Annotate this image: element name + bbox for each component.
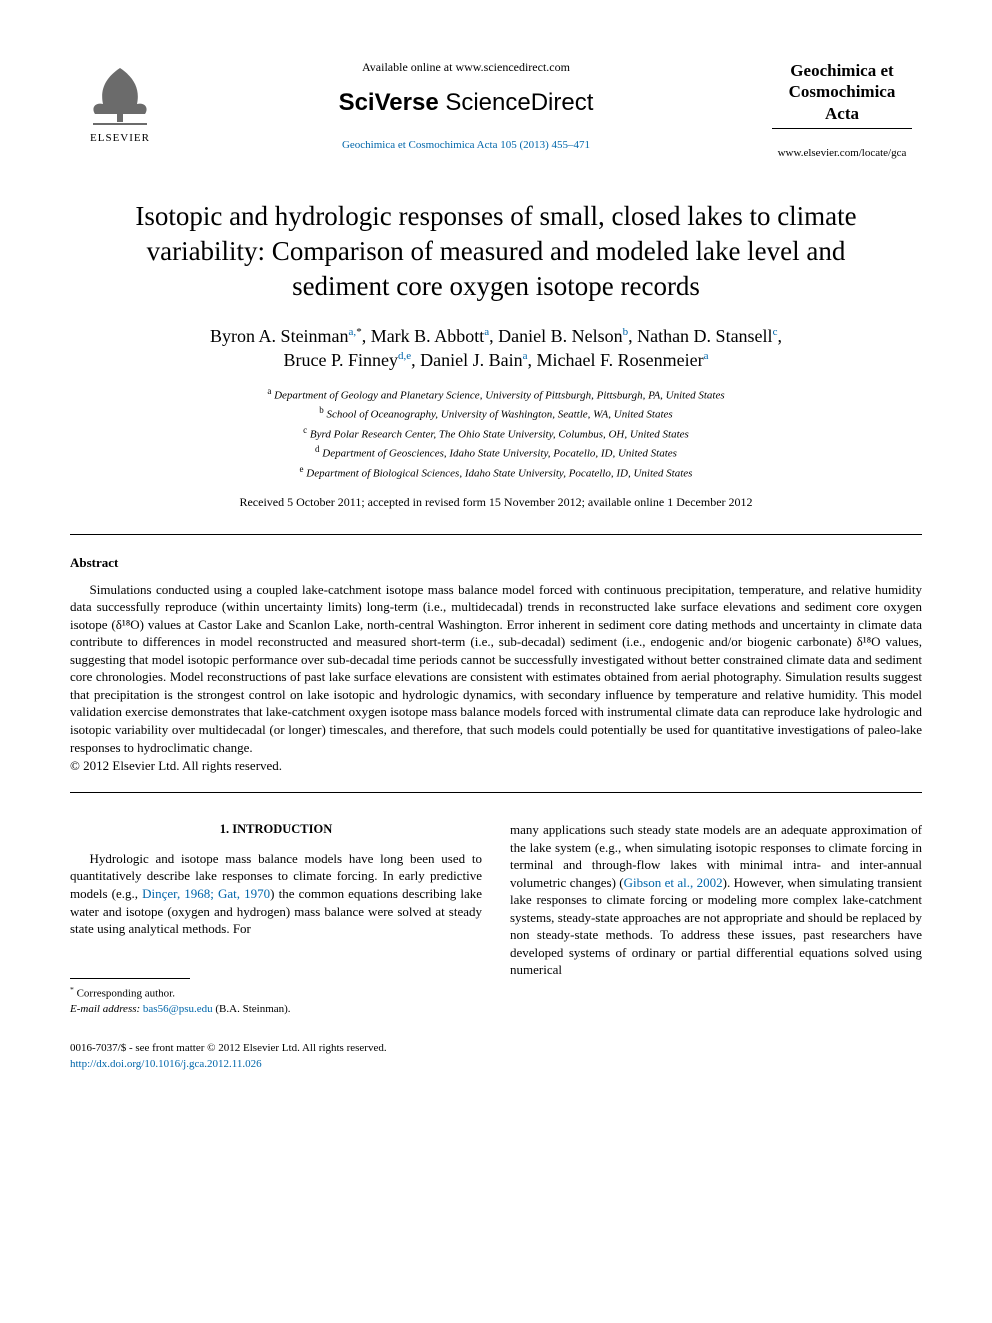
affiliation-c: c Byrd Polar Research Center, The Ohio S… xyxy=(70,424,922,444)
author-1-affil: a,* xyxy=(349,326,362,338)
intro-para-right: many applications such steady state mode… xyxy=(510,821,922,979)
author-5-affil: d,e xyxy=(398,350,411,362)
article-dates: Received 5 October 2011; accepted in rev… xyxy=(70,495,922,510)
affiliation-e: e Department of Biological Sciences, Ida… xyxy=(70,463,922,483)
affiliation-a: a Department of Geology and Planetary Sc… xyxy=(70,385,922,405)
corresponding-footnote: * Corresponding author. E-mail address: … xyxy=(70,985,482,1017)
publisher-logo-block: ELSEVIER xyxy=(70,60,170,144)
corresponding-email-line: E-mail address: bas56@psu.edu (B.A. Stei… xyxy=(70,1002,482,1017)
center-header: Available online at www.sciencedirect.co… xyxy=(170,60,762,153)
left-column: 1. INTRODUCTION Hydrologic and isotope m… xyxy=(70,821,482,1017)
abstract-copyright: © 2012 Elsevier Ltd. All rights reserved… xyxy=(70,758,922,774)
journal-url: www.elsevier.com/locate/gca xyxy=(762,147,922,159)
author-sep-5: , Daniel J. Bain xyxy=(411,350,522,370)
doi-link[interactable]: http://dx.doi.org/10.1016/j.gca.2012.11.… xyxy=(70,1058,262,1070)
journal-header: ELSEVIER Available online at www.science… xyxy=(70,60,922,159)
ref-link-dincer-gat[interactable]: Dinçer, 1968; Gat, 1970 xyxy=(142,886,270,901)
author-sep-1: , Mark B. Abbott xyxy=(362,326,485,346)
authors-block: Byron A. Steinmana,*, Mark B. Abbott a , D… xyxy=(70,324,922,373)
abstract-text: Simulations conducted using a coupled la… xyxy=(70,581,922,756)
citation-link[interactable]: Geochimica et Cosmochimica Acta 105 (201… xyxy=(342,139,590,151)
author-sep-6: , Michael F. Rosenmeier xyxy=(528,350,704,370)
platform-brand: SciVerse ScienceDirect xyxy=(190,89,742,117)
corresponding-email[interactable]: bas56@psu.edu xyxy=(143,1003,213,1015)
journal-name-line1: Geochimica et xyxy=(762,60,922,81)
author-sep-4: , xyxy=(777,326,782,346)
corresponding-label: * Corresponding author. xyxy=(70,985,482,1002)
abstract-section: Abstract Simulations conducted using a c… xyxy=(70,555,922,774)
elsevier-tree-icon xyxy=(85,60,155,130)
body-two-column: 1. INTRODUCTION Hydrologic and isotope m… xyxy=(70,821,922,1017)
article-title: Isotopic and hydrologic responses of sma… xyxy=(100,199,892,304)
section-heading-intro: 1. INTRODUCTION xyxy=(70,821,482,838)
page-footer: 0016-7037/$ - see front matter © 2012 El… xyxy=(70,1041,922,1072)
author-1: Byron A. Steinman xyxy=(210,326,349,346)
affiliation-d: d Department of Geosciences, Idaho State… xyxy=(70,443,922,463)
author-sep-2: , Daniel B. Nelson xyxy=(489,326,622,346)
footer-issn-line: 0016-7037/$ - see front matter © 2012 El… xyxy=(70,1041,922,1056)
author-sep-3: , Nathan D. Stansell xyxy=(628,326,772,346)
footnote-rule xyxy=(70,978,190,979)
author-5: Bruce P. Finney xyxy=(284,350,399,370)
ref-link-gibson[interactable]: Gibson et al., 2002 xyxy=(624,875,723,890)
right-column: many applications such steady state mode… xyxy=(510,821,922,1017)
journal-title-block: Geochimica et Cosmochimica Acta www.else… xyxy=(762,60,922,159)
journal-name-line3: Acta xyxy=(762,103,922,124)
available-online-text: Available online at www.sciencedirect.co… xyxy=(190,60,742,75)
intro-para-left: Hydrologic and isotope mass balance mode… xyxy=(70,850,482,938)
affiliation-b: b School of Oceanography, University of … xyxy=(70,404,922,424)
journal-name-line2: Cosmochimica xyxy=(762,81,922,102)
abstract-label: Abstract xyxy=(70,555,922,571)
rule-top xyxy=(70,534,922,535)
publisher-label: ELSEVIER xyxy=(90,132,150,144)
journal-rule xyxy=(772,128,912,129)
affiliations-block: a Department of Geology and Planetary Sc… xyxy=(70,385,922,483)
brand-part-a: SciVerse xyxy=(339,89,446,116)
rule-bottom xyxy=(70,792,922,793)
author-7-affil: a xyxy=(704,350,709,362)
brand-part-b: ScienceDirect xyxy=(445,89,593,116)
